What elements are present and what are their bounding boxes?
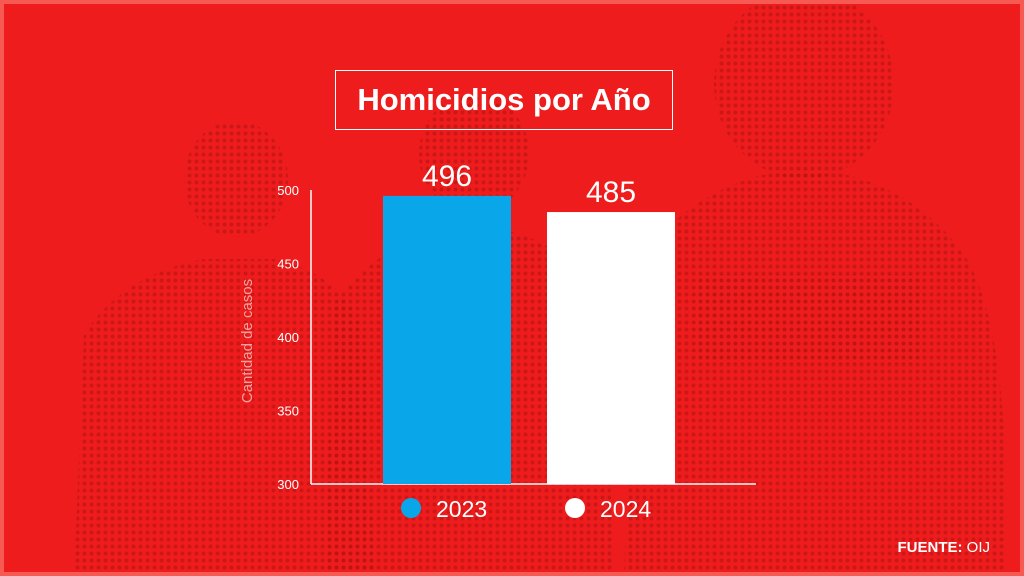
y-tick-label: 350: [277, 404, 299, 419]
legend-swatch-2024: [565, 498, 585, 518]
y-tick-label: 500: [277, 183, 299, 198]
chart-title: Homicidios por Año: [335, 70, 673, 130]
bar-2023: [383, 195, 511, 484]
source-credit: FUENTE: OIJ: [897, 539, 990, 556]
source-label: FUENTE:: [897, 539, 963, 556]
y-tick-label: 450: [277, 257, 299, 272]
legend-label: 2024: [600, 496, 651, 522]
y-axis-label: Cantidad de casos: [239, 279, 256, 403]
y-tick-label: 400: [277, 330, 299, 345]
y-tick-label: 300: [277, 477, 299, 492]
bar-value-label: 496: [422, 160, 472, 193]
bar-value-label: 485: [586, 176, 636, 209]
legend-swatch-2023: [401, 498, 421, 518]
legend-label: 2023: [436, 496, 487, 522]
bar-chart: Cantidad de casos 300 350 400 450 500 496 485…: [239, 160, 756, 522]
source-value: OIJ: [966, 539, 990, 556]
bar-2024: [547, 212, 675, 485]
